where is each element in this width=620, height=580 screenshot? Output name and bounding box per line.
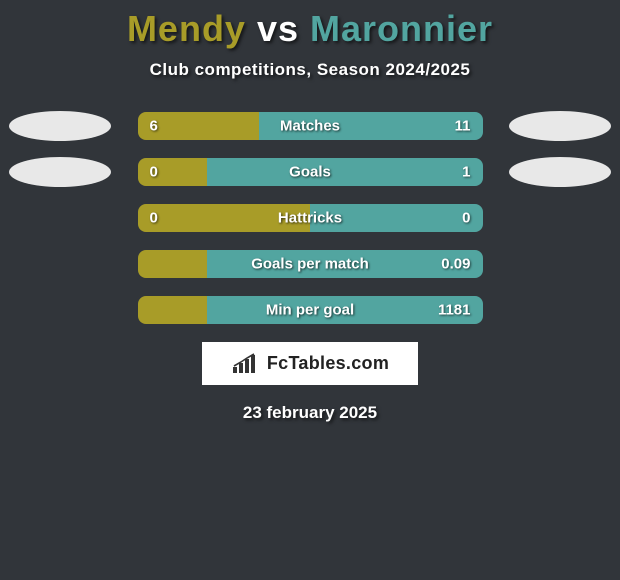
stat-row: 6 11 Matches	[0, 112, 620, 140]
bar-segment-p1	[138, 296, 207, 324]
stat-value-p1: 6	[150, 118, 158, 135]
stat-label: Hattricks	[278, 210, 342, 227]
logo-text: FcTables.com	[267, 353, 389, 374]
bars-icon	[231, 353, 261, 375]
stat-row: 0 1 Goals	[0, 158, 620, 186]
player2-ellipse	[509, 111, 611, 141]
stat-bar: 6 11 Matches	[138, 112, 483, 140]
player1-ellipse	[9, 111, 111, 141]
stat-value-p2: 0	[462, 210, 470, 227]
stats-rows: 6 11 Matches 0 1 Goals 0 0 Hattricks 0.09 Goals pe…	[0, 112, 620, 324]
stat-bar: 1181 Min per goal	[138, 296, 483, 324]
stat-label: Min per goal	[266, 302, 354, 319]
stat-bar: 0 0 Hattricks	[138, 204, 483, 232]
comparison-title: Mendy vs Maronnier	[0, 0, 620, 50]
stat-value-p2: 1	[462, 164, 470, 181]
bar-segment-p1	[138, 250, 207, 278]
bar-segment-p2	[207, 158, 483, 186]
stat-label: Goals per match	[251, 256, 369, 273]
bar-segment-p1	[138, 158, 207, 186]
player2-name: Maronnier	[310, 8, 493, 49]
vs-text: vs	[257, 8, 299, 49]
player1-name: Mendy	[127, 8, 246, 49]
stat-label: Goals	[289, 164, 331, 181]
stat-bar: 0 1 Goals	[138, 158, 483, 186]
stat-row: 0 0 Hattricks	[0, 204, 620, 232]
stat-value-p1: 0	[150, 210, 158, 227]
player1-ellipse	[9, 157, 111, 187]
stat-value-p2: 11	[455, 118, 471, 135]
stat-bar: 0.09 Goals per match	[138, 250, 483, 278]
fctables-logo: FcTables.com	[202, 342, 418, 385]
stat-row: 0.09 Goals per match	[0, 250, 620, 278]
stat-value-p2: 0.09	[441, 256, 470, 273]
stat-value-p1: 0	[150, 164, 158, 181]
stat-row: 1181 Min per goal	[0, 296, 620, 324]
subtitle: Club competitions, Season 2024/2025	[0, 60, 620, 80]
date-text: 23 february 2025	[0, 403, 620, 423]
stat-value-p2: 1181	[438, 302, 471, 319]
player2-ellipse	[509, 157, 611, 187]
stat-label: Matches	[280, 118, 340, 135]
